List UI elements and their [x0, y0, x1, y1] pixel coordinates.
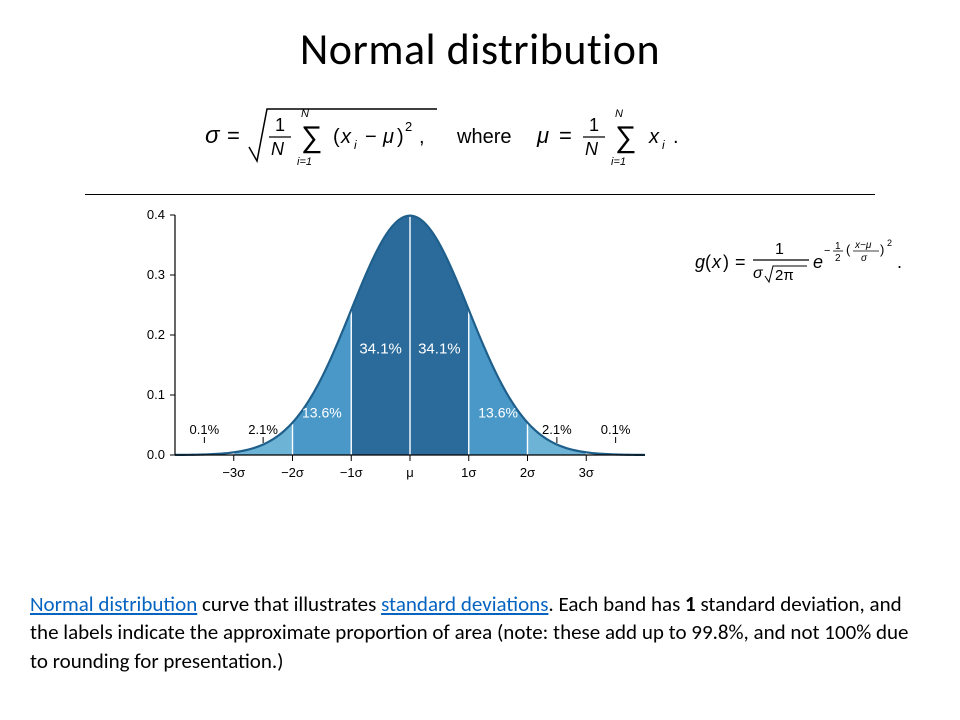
svg-text:e: e — [813, 252, 823, 272]
svg-text:μ: μ — [382, 126, 394, 148]
svg-text:3σ: 3σ — [579, 465, 594, 480]
svg-text:13.6%: 13.6% — [478, 405, 518, 421]
svg-text:N: N — [301, 108, 309, 120]
svg-text:−2σ: −2σ — [281, 465, 304, 480]
formula-std-dev: σ = 1 N ∑ N i=1 ( x i − μ ) 2 , where μ … — [205, 95, 745, 178]
svg-text:,: , — [419, 126, 425, 148]
svg-text:0.1%: 0.1% — [601, 422, 631, 437]
svg-text:N: N — [615, 108, 623, 120]
caption-span: curve that illustrates — [197, 591, 381, 617]
svg-text:−1σ: −1σ — [340, 465, 363, 480]
svg-text:1: 1 — [275, 115, 285, 135]
svg-text:2.1%: 2.1% — [542, 422, 572, 437]
svg-text:(: ( — [846, 242, 851, 257]
svg-text:−: − — [365, 126, 377, 148]
svg-text:): ) — [397, 126, 404, 148]
svg-text:x: x — [711, 252, 722, 272]
svg-text:2: 2 — [887, 238, 892, 248]
svg-text:0.1%: 0.1% — [190, 422, 220, 437]
svg-text:σ: σ — [861, 253, 868, 264]
svg-text:i: i — [354, 138, 357, 152]
svg-text:=: = — [559, 123, 572, 148]
svg-text:1: 1 — [775, 241, 784, 258]
svg-text:μ: μ — [406, 465, 414, 480]
svg-text:): ) — [723, 252, 729, 272]
svg-text:0.3: 0.3 — [147, 267, 165, 282]
svg-text:N: N — [585, 139, 599, 159]
caption-span: . Each band has — [548, 591, 685, 617]
svg-text:x−μ: x−μ — [854, 240, 872, 251]
svg-text:=: = — [735, 252, 746, 272]
svg-text:N: N — [271, 139, 285, 159]
caption-span: 1 — [685, 591, 696, 617]
svg-text:0.2: 0.2 — [147, 327, 165, 342]
svg-text:1: 1 — [589, 115, 599, 135]
svg-text:−: − — [824, 245, 830, 257]
svg-text:1σ: 1σ — [461, 465, 476, 480]
svg-text:σ: σ — [205, 122, 221, 149]
svg-text:x: x — [340, 126, 352, 148]
svg-text:−3σ: −3σ — [222, 465, 245, 480]
svg-text:34.1%: 34.1% — [418, 341, 461, 358]
normal-curve-chart: 0.0 0.1 0.2 0.3 0.4 −3σ −2σ −1σ μ 1σ 2σ 3σ 13.6% 34.1… — [115, 195, 675, 505]
svg-text:(: ( — [333, 126, 340, 148]
svg-text:where: where — [456, 126, 511, 148]
slide: Normal distribution σ = 1 N ∑ N i=1 ( x … — [0, 0, 960, 720]
svg-text:∑: ∑ — [301, 121, 322, 154]
svg-text:i=1: i=1 — [297, 156, 312, 168]
svg-text:2π: 2π — [775, 267, 794, 284]
svg-text:g: g — [695, 252, 705, 272]
svg-text:0.0: 0.0 — [147, 447, 165, 462]
svg-text:.: . — [897, 252, 902, 272]
svg-text:x: x — [648, 126, 660, 148]
caption-text: Normal distribution curve that illustrat… — [30, 590, 930, 675]
svg-text:2σ: 2σ — [520, 465, 535, 480]
svg-text:13.6%: 13.6% — [302, 405, 342, 421]
page-title: Normal distribution — [0, 22, 960, 76]
svg-text:(: ( — [705, 252, 711, 272]
svg-text:.: . — [673, 126, 679, 148]
svg-text:=: = — [227, 123, 240, 148]
caption-link[interactable]: Normal distribution — [30, 591, 197, 617]
svg-text:2.1%: 2.1% — [248, 422, 278, 437]
svg-text:i: i — [662, 138, 665, 152]
svg-text:1: 1 — [835, 241, 841, 252]
svg-text:0.4: 0.4 — [147, 207, 165, 222]
svg-text:2: 2 — [405, 119, 412, 134]
svg-text:34.1%: 34.1% — [359, 341, 402, 358]
svg-text:2: 2 — [835, 253, 841, 264]
svg-text:): ) — [880, 242, 884, 257]
formula-pdf: g ( x ) = 1 σ 2π e − 1 2 ( x−μ σ ) 2 . — [695, 232, 935, 297]
svg-text:∑: ∑ — [615, 121, 636, 154]
svg-text:i=1: i=1 — [611, 156, 626, 168]
svg-text:σ: σ — [753, 265, 764, 282]
caption-link[interactable]: standard deviations — [381, 591, 548, 617]
svg-text:μ: μ — [536, 123, 549, 148]
svg-text:0.1: 0.1 — [147, 387, 165, 402]
